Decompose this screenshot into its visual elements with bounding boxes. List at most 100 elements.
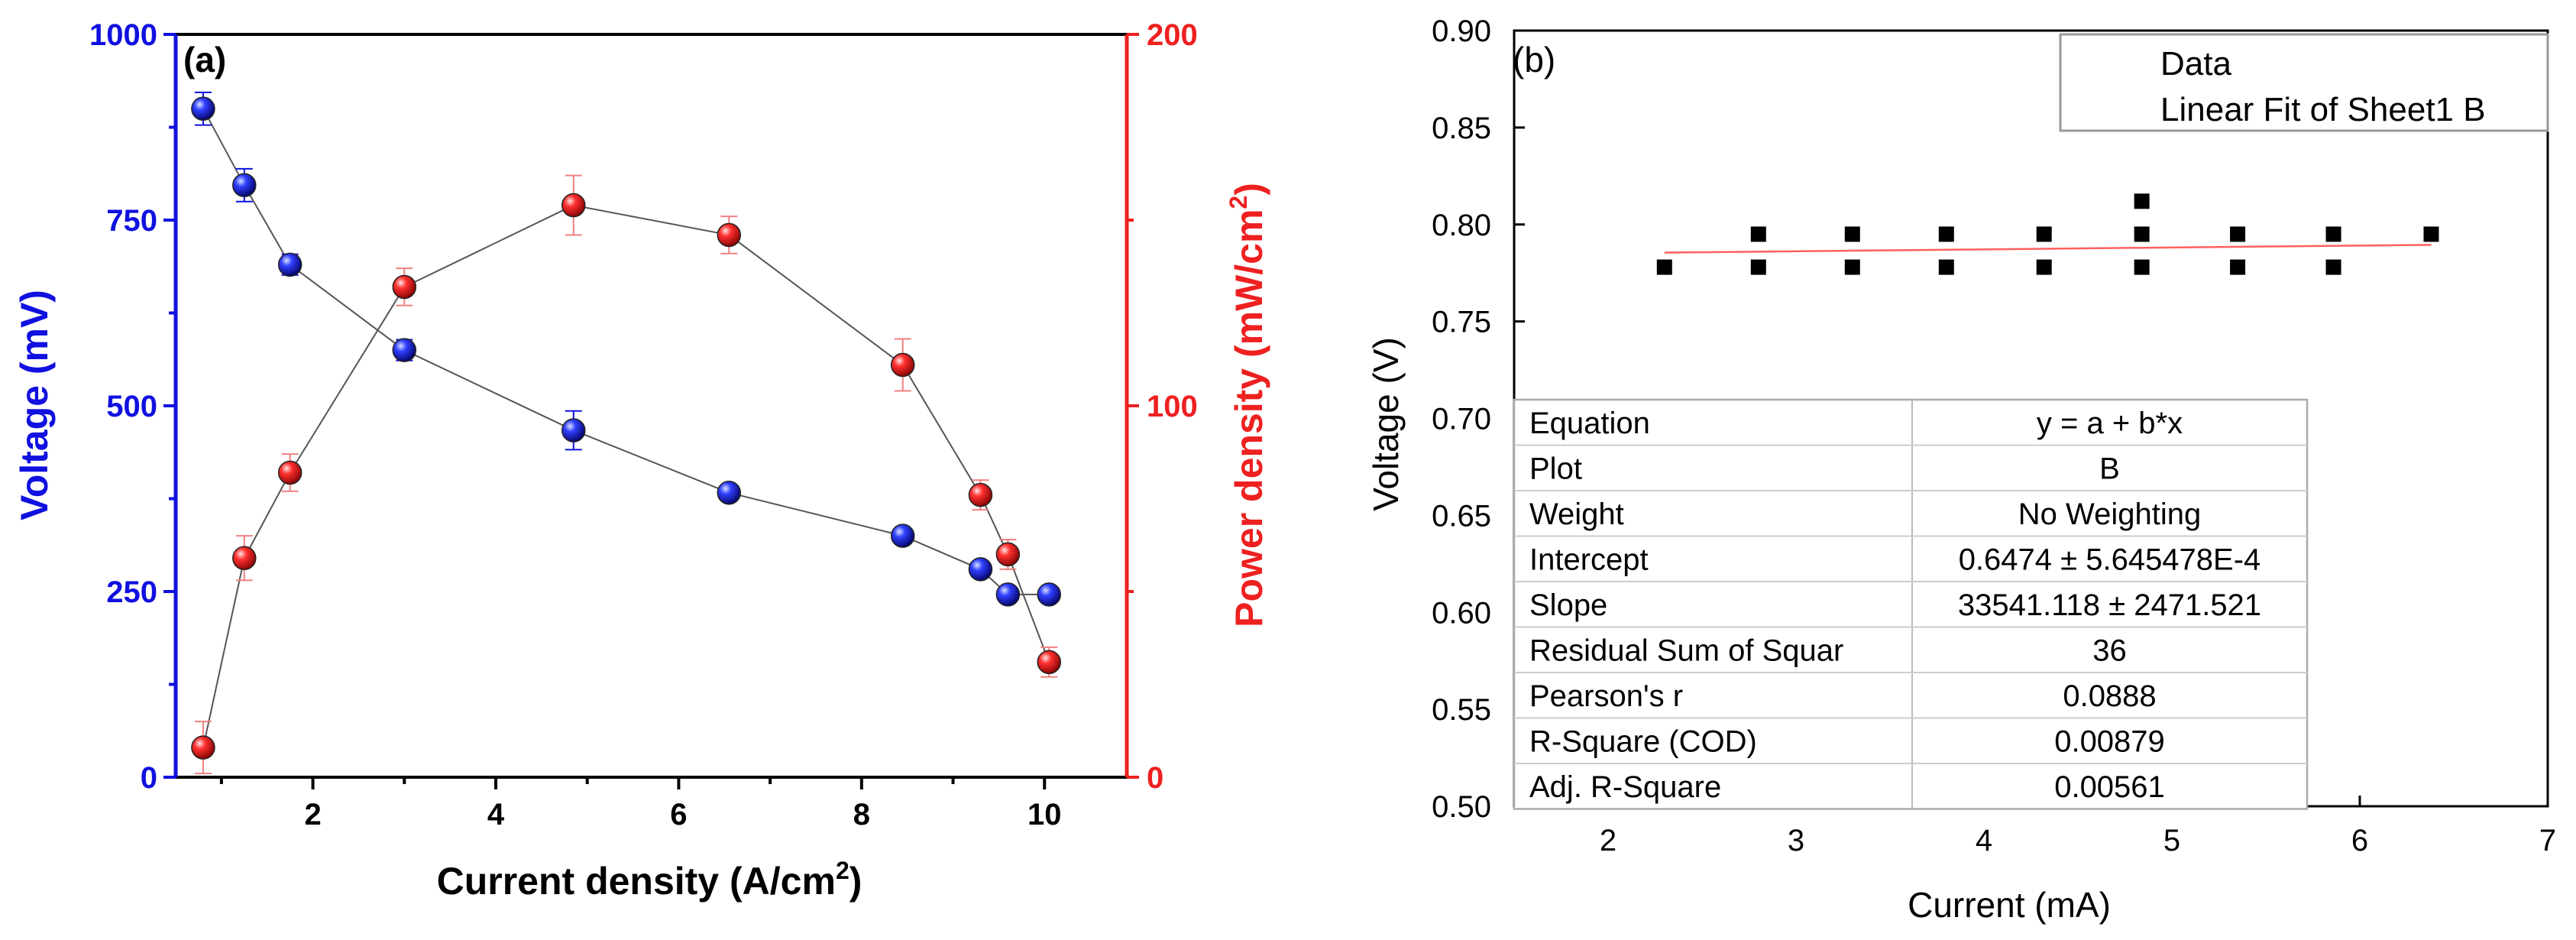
panel-a-y-right-tick-label: 0 — [1147, 761, 1163, 795]
panel-a-y-left-tick-label: 0 — [141, 761, 157, 795]
panel-b-x-label: Current (mA) — [1908, 885, 2111, 925]
power-point — [277, 460, 303, 485]
legend-fit-label: Linear Fit of Sheet1 B — [2160, 91, 2486, 128]
power-point — [890, 352, 915, 378]
panel-b-y-tick-label: 0.80 — [1432, 209, 1491, 242]
voltage-point — [191, 96, 215, 121]
power-point — [1037, 650, 1061, 675]
panel-a-y-left-label: Voltage (mV) — [13, 290, 56, 520]
panel-a-x-tick-label: 10 — [1027, 798, 1062, 831]
power-connector-line — [202, 204, 1050, 748]
power-point — [191, 735, 215, 760]
fit-table-key: R-Square (COD) — [1529, 724, 1757, 758]
panel-a-y-right-tick-label: 100 — [1147, 390, 1198, 423]
linear-fit-line — [1664, 244, 2432, 254]
panel-b-y-tick-label: 0.90 — [1432, 15, 1491, 48]
panel-b-y-tick-label: 0.65 — [1432, 499, 1491, 533]
data-point — [2134, 193, 2150, 209]
fit-table-key: Pearson's r — [1529, 679, 1683, 713]
panel-b-y-tick-label: 0.70 — [1432, 403, 1491, 436]
panel-b-x-tick-label: 4 — [1976, 824, 1992, 857]
panel-b-y-label: Voltage (V) — [1366, 337, 1406, 511]
panel-a-x-label: Current density (A/cm2) — [437, 857, 862, 903]
panel-a-x-tick-label: 2 — [304, 798, 321, 831]
fit-table-value: 33541.118 ± 2471.521 — [1958, 588, 2261, 622]
panel-b-label: (b) — [1513, 40, 1555, 79]
data-point — [2036, 259, 2052, 275]
fit-table-value: No Weighting — [2018, 498, 2201, 531]
fit-table-value: y = a + b*x — [2037, 407, 2183, 440]
panel-a-label: (a) — [183, 40, 226, 79]
legend-data-marker — [2099, 53, 2115, 69]
legend-box — [2059, 33, 2549, 132]
panel-b-x-tick-label: 6 — [2351, 824, 2368, 857]
fit-table-key: Weight — [1529, 498, 1624, 531]
fit-table-key: Slope — [1529, 588, 1607, 622]
data-point — [2036, 226, 2052, 242]
power-point — [392, 274, 417, 300]
panel-a-x-tick-label: 6 — [670, 798, 687, 831]
data-point — [2230, 259, 2246, 275]
legend: Data Linear Fit of Sheet1 B — [2059, 33, 2549, 132]
data-point — [2230, 226, 2246, 242]
panel-a-y-right-label: Power density (mW/cm2) — [1225, 183, 1270, 627]
fit-table-key: Plot — [1529, 452, 1582, 485]
fit-table-value: 36 — [2092, 634, 2127, 667]
voltage-point — [968, 557, 993, 582]
data-point — [1656, 259, 1672, 275]
fit-table-box — [1513, 398, 2309, 810]
fit-table-key: Adj. R-Square — [1529, 770, 1721, 804]
panel-b-x-tick-label: 3 — [1788, 824, 1804, 857]
panel-b-plot: 2 3 4 5 6 7 0.50 0.55 0.60 0.65 0.70 0.75 0.80 0.85 0.… — [1432, 15, 2556, 857]
voltage-connector-line — [202, 108, 1050, 595]
panel-a-x-tick-label: 8 — [853, 798, 870, 831]
fit-table-value: 0.0888 — [2063, 679, 2156, 713]
panel-a-y-left-tick-label: 500 — [106, 390, 157, 423]
panel-a-y-left-tick-label: 750 — [106, 204, 157, 238]
data-point — [1938, 226, 1954, 242]
voltage-point — [717, 480, 742, 505]
power-point — [561, 193, 586, 218]
data-point — [2325, 259, 2341, 275]
voltage-point — [561, 418, 586, 442]
data-point — [2325, 226, 2341, 242]
panel-b-x-tick-label: 2 — [1600, 824, 1616, 857]
fit-table-key: Equation — [1529, 407, 1650, 440]
fit-table: Equation y = a + b*x Plot B Weight No Weighti… — [1513, 398, 2309, 810]
panel-a-x-tick-label: 4 — [487, 798, 505, 831]
data-point — [2134, 226, 2150, 242]
data-point — [2134, 259, 2150, 275]
fit-table-value: 0.6474 ± 5.645478E-4 — [1959, 543, 2261, 576]
panel-b-x-tick-label: 5 — [2163, 824, 2180, 857]
panel-b-y-tick-label: 0.55 — [1432, 693, 1491, 727]
panel-b-y-tick-label: 0.75 — [1432, 306, 1491, 339]
fit-table-value: 0.00879 — [2054, 724, 2165, 758]
voltage-point — [392, 338, 417, 362]
data-point — [1750, 226, 1766, 242]
legend-data-label: Data — [2160, 45, 2231, 83]
power-point — [968, 482, 993, 507]
power-point — [232, 546, 257, 571]
data-point — [2423, 226, 2439, 242]
data-point — [1938, 259, 1954, 275]
panel-b-y-tick-label: 0.50 — [1432, 790, 1491, 824]
fit-table-value: B — [2099, 452, 2120, 485]
fit-table-key: Intercept — [1529, 543, 1649, 576]
voltage-point — [1037, 582, 1061, 607]
panel-a-y-right-tick-label: 200 — [1147, 18, 1198, 52]
panel-b-y-tick-label: 0.85 — [1432, 112, 1491, 145]
panel-b-x-tick-label: 7 — [2539, 824, 2556, 857]
voltage-point — [890, 523, 915, 548]
power-point — [717, 222, 742, 248]
panel-a-y-left-tick-label: 250 — [106, 575, 157, 609]
panel-b-y-tick-label: 0.60 — [1432, 596, 1491, 630]
voltage-point — [995, 582, 1021, 607]
panel-a-y-left-tick-label: 1000 — [89, 18, 157, 52]
fit-table-key: Residual Sum of Squar — [1529, 634, 1843, 667]
data-point — [1844, 226, 1860, 242]
power-point — [995, 542, 1021, 567]
voltage-point — [232, 173, 257, 198]
